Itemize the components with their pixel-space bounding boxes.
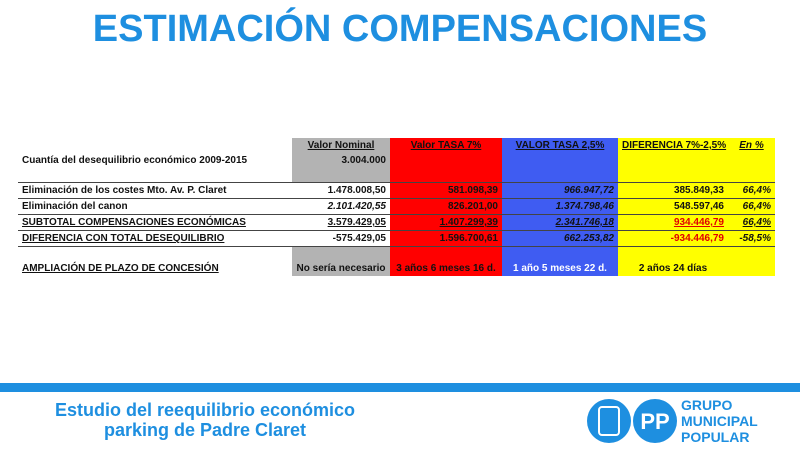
cell: 2.341.746,18 (502, 214, 618, 231)
cell (618, 246, 728, 261)
footer-line: Estudio del reequilibrio económico (54, 400, 356, 420)
cell: 3.004.000 (292, 153, 390, 168)
logo-shield (598, 406, 620, 436)
footer-line: parking de Padre Claret (103, 420, 307, 440)
cell (728, 261, 775, 276)
cell: 1.596.700,61 (390, 230, 502, 247)
cell: VALOR TASA 2,5% (502, 138, 618, 153)
cell: 1.374.798,46 (502, 198, 618, 215)
logo-text: MUNICIPAL (681, 413, 758, 429)
logo-initials: PP (640, 409, 669, 434)
cell: DIFERENCIA CON TOTAL DESEQUILIBRIO (18, 230, 292, 247)
logo: PP GRUPO MUNICIPAL POPULAR (587, 397, 758, 445)
cell (292, 168, 390, 183)
title: ESTIMACIÓN COMPENSACIONES (92, 8, 708, 50)
cell (618, 153, 728, 168)
cell: DIFERENCIA 7%-2,5% (618, 138, 728, 153)
cell (502, 246, 618, 261)
cell: 934.446,79 (618, 214, 728, 231)
cell: Valor Nominal (292, 138, 390, 153)
cell: 2.101.420,55 (292, 198, 390, 215)
row: SUBTOTAL COMPENSACIONES ECONÓMICAS 3.579.… (18, 214, 775, 231)
cell: 662.253,82 (502, 230, 618, 247)
cell: 1.478.008,50 (292, 182, 390, 199)
cell (18, 138, 292, 153)
row: Eliminación del canon 2.101.420,55 826.201… (18, 198, 775, 215)
cell: -934.446,79 (618, 230, 728, 247)
row (18, 168, 775, 183)
cell: Valor TASA 7% (390, 138, 502, 153)
cell (390, 246, 502, 261)
cell: 2 años 24 días (618, 261, 728, 276)
cell: -575.429,05 (292, 230, 390, 247)
logo-text: POPULAR (681, 429, 749, 445)
cell: En % (728, 138, 775, 153)
cell (390, 153, 502, 168)
cell: Cuantía del desequilibrio económico 2009… (18, 153, 292, 168)
cell: AMPLIACIÓN DE PLAZO DE CONCESIÓN (18, 261, 292, 276)
cell: No sería necesario (292, 261, 390, 276)
cell: Eliminación del canon (18, 198, 292, 215)
cell: 1.407.299,39 (390, 214, 502, 231)
row: Cuantía del desequilibrio económico 2009… (18, 153, 775, 168)
cell (618, 168, 728, 183)
cell: 3.579.429,05 (292, 214, 390, 231)
cell (292, 246, 390, 261)
cell: -58,5% (728, 230, 775, 247)
cell: 66,4% (728, 198, 775, 215)
cell: 826.201,00 (390, 198, 502, 215)
cell: 966.947,72 (502, 182, 618, 199)
cell (18, 168, 292, 183)
cell (502, 153, 618, 168)
cell (390, 168, 502, 183)
cell: 581.098,39 (390, 182, 502, 199)
logo-emblem (587, 399, 631, 443)
row: Eliminación de los costes Mto. Av. P. Cl… (18, 182, 775, 199)
cell: 1 año 5 meses 22 d. (502, 261, 618, 276)
table: Valor Nominal Valor TASA 7% VALOR TASA 2,5… (18, 138, 775, 276)
cell: 66,4% (728, 214, 775, 231)
row: AMPLIACIÓN DE PLAZO DE CONCESIÓN No sería… (18, 261, 775, 276)
cell (728, 168, 775, 183)
cell: Eliminación de los costes Mto. Av. P. Cl… (18, 182, 292, 199)
logo-text: GRUPO (681, 397, 732, 413)
logo-circle (633, 399, 677, 443)
cell: 66,4% (728, 182, 775, 199)
cell: 3 años 6 meses 16 d. (390, 261, 502, 276)
row: Valor Nominal Valor TASA 7% VALOR TASA 2,5… (18, 138, 775, 153)
row (18, 246, 775, 261)
cell (18, 246, 292, 261)
cell: 385.849,33 (618, 182, 728, 199)
row: DIFERENCIA CON TOTAL DESEQUILIBRIO -575.4… (18, 230, 775, 247)
cell (502, 168, 618, 183)
cell (728, 246, 775, 261)
cell (728, 153, 775, 168)
cell: 548.597,46 (618, 198, 728, 215)
cell: SUBTOTAL COMPENSACIONES ECONÓMICAS (18, 214, 292, 231)
footer-band (0, 383, 800, 392)
